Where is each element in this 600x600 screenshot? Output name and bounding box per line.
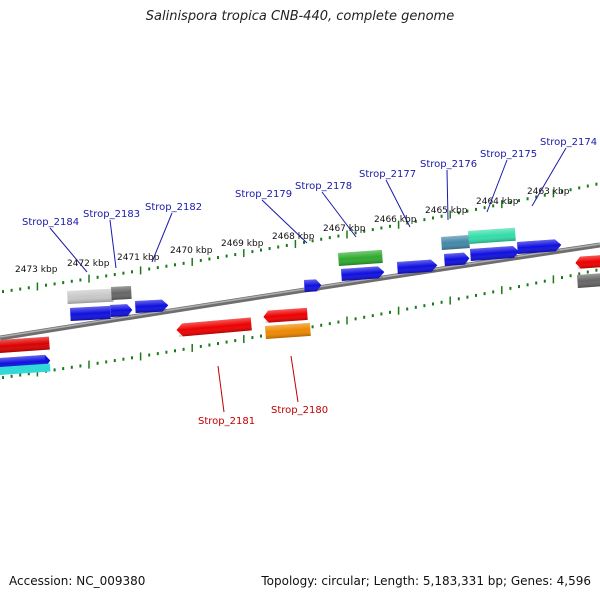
gene-label-strop-2184[interactable]: Strop_2184 [22, 217, 79, 228]
gene-label-strop-2178[interactable]: Strop_2178 [295, 181, 352, 192]
gene-label-strop-2177[interactable]: Strop_2177 [359, 169, 416, 180]
gene-label-strop-2174[interactable]: Strop_2174 [540, 137, 597, 148]
tick-layer [2, 182, 598, 380]
kbp-labels: 2473 kbp 2472 kbp 2471 kbp 2470 kbp 2469… [15, 187, 570, 275]
kbp-label: 2473 kbp [15, 265, 58, 275]
kbp-label: 2465 kbp [425, 206, 468, 216]
gene-label-strop-2175[interactable]: Strop_2175 [480, 149, 537, 160]
gene-label-strop-2182[interactable]: Strop_2182 [145, 202, 202, 213]
kbp-label: 2466 kbp [374, 215, 417, 225]
map-title: Salinispora tropica CNB-440, complete ge… [145, 9, 455, 24]
kbp-label: 2469 kbp [221, 239, 264, 249]
kbp-label: 2470 kbp [170, 246, 213, 256]
kbp-label: 2463 kbp [527, 187, 570, 197]
kbp-label: 2464 kbp [476, 197, 519, 207]
gene-label-strop-2180[interactable]: Strop_2180 [271, 405, 328, 416]
gene-label-strop-2176[interactable]: Strop_2176 [420, 159, 477, 170]
gene-label-strop-2181[interactable]: Strop_2181 [198, 416, 255, 427]
gene-label-strop-2183[interactable]: Strop_2183 [83, 209, 140, 220]
kbp-label: 2471 kbp [117, 253, 160, 263]
genome-summary-text: Topology: circular; Length: 5,183,331 bp… [261, 574, 591, 588]
gene-track [0, 227, 600, 376]
gene-label-strop-2179[interactable]: Strop_2179 [235, 189, 292, 200]
gene-labels: Strop_2184 Strop_2183 Strop_2182 Strop_2… [22, 137, 597, 427]
kbp-label: 2467 kbp [323, 224, 366, 234]
gene-feature[interactable] [0, 363, 51, 376]
label-leaders [49, 147, 567, 413]
accession-text: Accession: NC_009380 [9, 574, 146, 588]
kbp-label: 2472 kbp [67, 259, 110, 269]
kbp-label: 2468 kbp [272, 232, 315, 242]
